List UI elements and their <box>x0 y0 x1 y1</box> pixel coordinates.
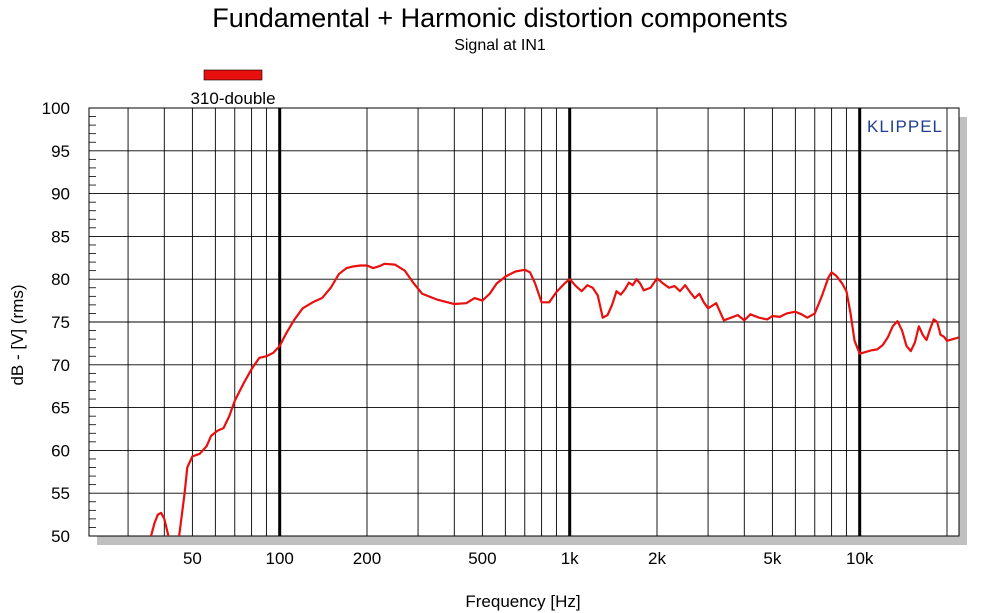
y-tick-label: 50 <box>51 527 70 546</box>
y-tick-label: 70 <box>51 356 70 375</box>
y-tick-label: 60 <box>51 441 70 460</box>
series-line-0 <box>149 262 959 536</box>
chart-title: Fundamental + Harmonic distortion compon… <box>212 3 788 33</box>
x-tick-label: 100 <box>266 549 294 568</box>
legend-swatch <box>203 69 263 81</box>
legend-label: 310-double <box>190 89 275 108</box>
major-gridlines <box>278 108 862 536</box>
chart-subtitle: Signal at IN1 <box>454 37 546 54</box>
y-tick-label: 55 <box>51 484 70 503</box>
y-tick-label: 95 <box>51 142 70 161</box>
brand-label: KLIPPEL <box>867 117 943 136</box>
series-lines <box>149 262 959 536</box>
y-tick-labels: 100 95 90 85 80 75 70 65 60 55 50 <box>42 99 70 546</box>
y-tick-label: 85 <box>51 227 70 246</box>
x-tick-labels: 50 100 200 500 1k 2k 5k 10k <box>183 549 874 568</box>
y-tick-label: 75 <box>51 313 70 332</box>
x-tick-label: 5k <box>763 549 781 568</box>
x-axis-label: Frequency [Hz] <box>465 592 580 611</box>
minor-gridlines <box>89 108 959 536</box>
x-tick-label: 1k <box>561 549 579 568</box>
y-axis-label: dB - [V] (rms) <box>8 284 27 385</box>
x-tick-label: 2k <box>648 549 666 568</box>
x-tick-label: 200 <box>353 549 381 568</box>
y-minor-ticks <box>89 116 96 528</box>
y-tick-label: 65 <box>51 399 70 418</box>
y-tick-label: 100 <box>42 99 70 118</box>
x-tick-label: 50 <box>183 549 202 568</box>
x-tick-label: 500 <box>468 549 496 568</box>
x-tick-label: 10k <box>846 549 874 568</box>
y-tick-label: 90 <box>51 185 70 204</box>
y-tick-label: 80 <box>51 270 70 289</box>
